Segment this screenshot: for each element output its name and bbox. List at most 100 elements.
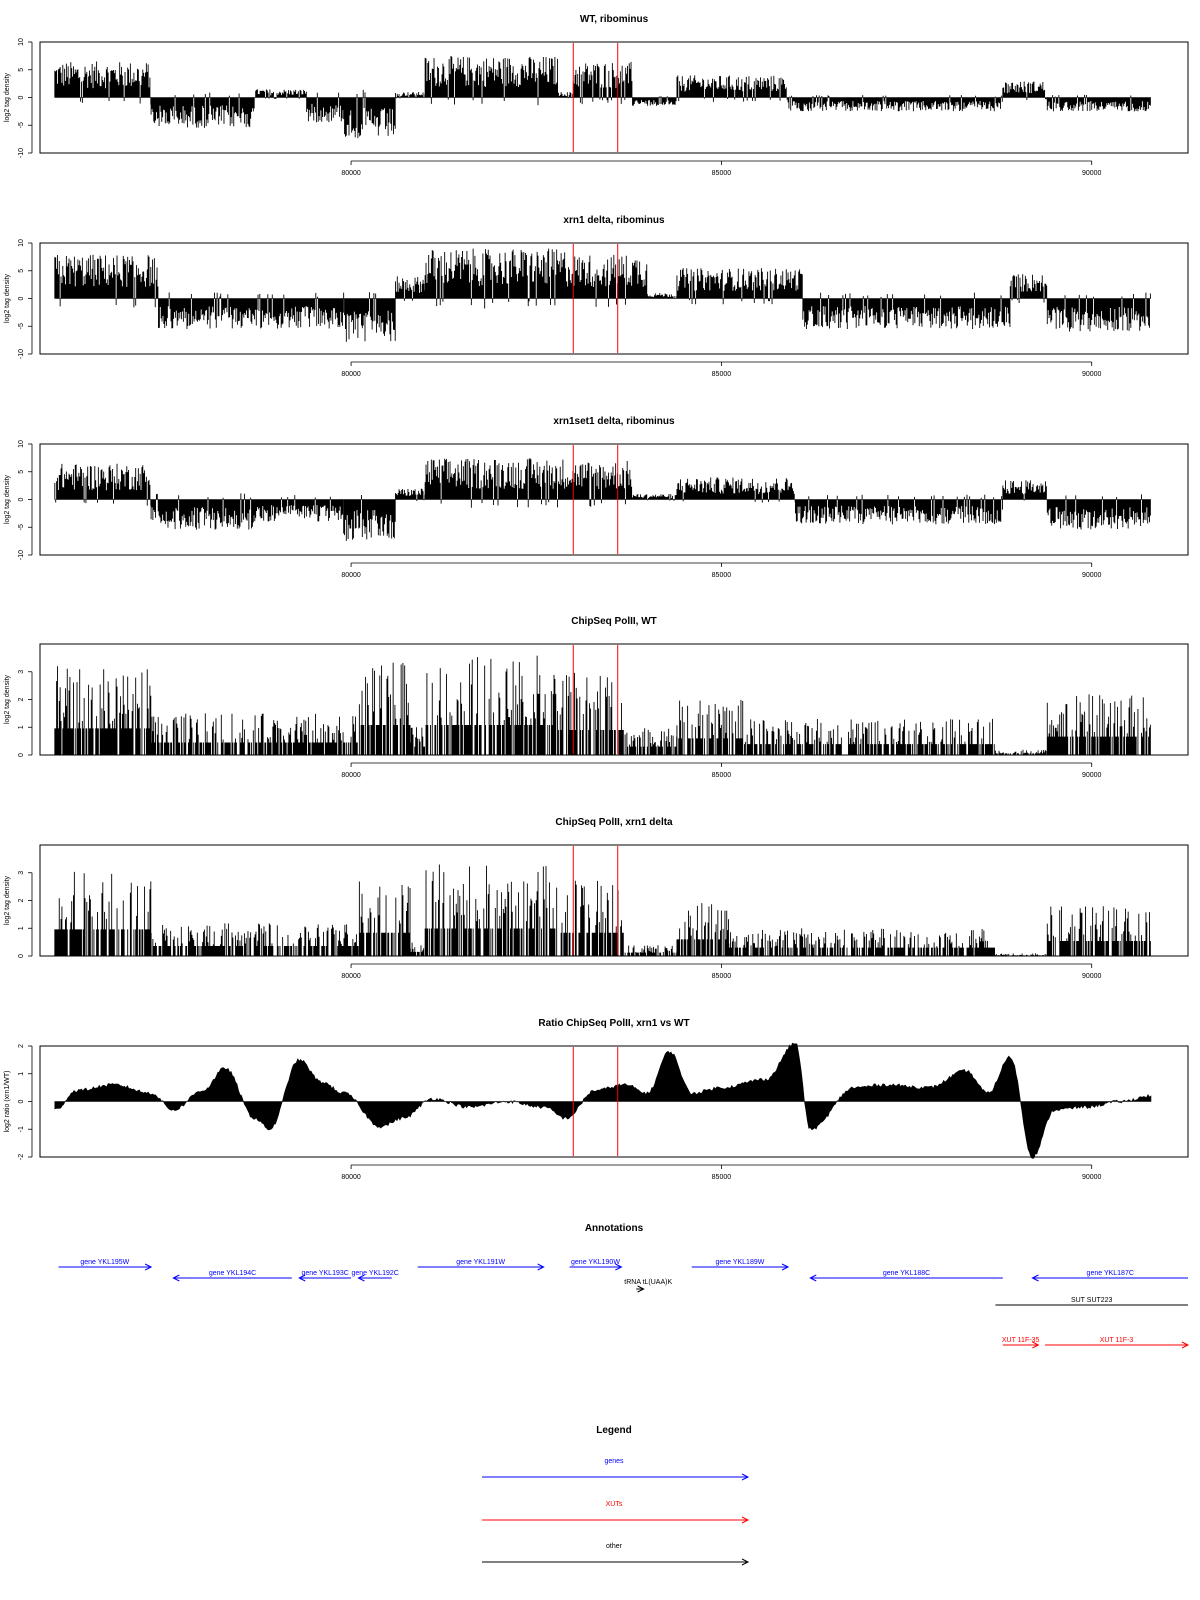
signal-segment — [395, 92, 426, 99]
y-axis-label: log2 tag density — [4, 875, 11, 925]
signal-segment — [150, 92, 255, 128]
x-tick-label: 80000 — [341, 1174, 361, 1181]
signal-bars — [994, 953, 1048, 956]
y-tick-label: 0 — [18, 1099, 25, 1103]
feature-label: gene YKL195W — [80, 1259, 129, 1266]
signal-bars — [802, 292, 1011, 330]
annotation-feature: gene YKL191W — [417, 1259, 545, 1271]
annotations-title: Annotations — [585, 1223, 644, 1234]
signal-segment — [744, 718, 995, 755]
x-tick-label: 80000 — [341, 772, 361, 779]
signal-bars — [306, 92, 344, 123]
y-tick-label: 10 — [18, 440, 25, 448]
signal-bars — [1046, 94, 1151, 112]
signal-bars — [343, 89, 396, 139]
annotation-feature: gene YKL194C — [172, 1270, 292, 1282]
signal-segment — [994, 953, 1048, 956]
signal-segment — [395, 488, 426, 501]
signal-bars — [558, 672, 624, 755]
arrow-head — [144, 1263, 153, 1271]
arrow-head — [809, 1274, 817, 1282]
x-tick-label: 85000 — [712, 1174, 732, 1181]
signal-bars — [358, 881, 411, 956]
annotation-feature: gene YKL193C — [298, 1270, 352, 1282]
y-tick-label: -2 — [18, 1154, 25, 1160]
signal-segment — [158, 292, 344, 330]
signal-segment — [150, 713, 358, 755]
signal-bars — [54, 871, 152, 956]
arrow-head — [357, 1274, 365, 1282]
arrow-head — [741, 1473, 750, 1481]
y-tick-label: 0 — [18, 497, 25, 501]
signal-segment — [54, 254, 159, 308]
signal-bars — [424, 248, 567, 309]
signal-segment — [424, 248, 567, 309]
feature-label: gene YKL187C — [1087, 1270, 1134, 1277]
signal-segment — [624, 945, 678, 956]
signal-bars — [787, 95, 1003, 112]
signal-segment — [254, 495, 344, 522]
signal-segment — [795, 494, 1003, 525]
track-title: Ratio ChipSeq PolII, xrn1 vs WT — [538, 1018, 689, 1029]
annotation-feature: SUT SUT223 — [995, 1297, 1188, 1306]
legend-items: genes XUTs other — [482, 1458, 750, 1566]
signal-bars — [1046, 292, 1151, 332]
y-tick-label: -5 — [18, 524, 25, 530]
y-tick-label: 5 — [18, 68, 25, 72]
signal-segment — [565, 254, 648, 307]
feature-label: SUT SUT223 — [1071, 1297, 1113, 1304]
annotation-features: gene YKL195W gene YKL194C gene YKL193C gene… — [58, 1259, 1190, 1349]
annotation-feature: gene YKL189W — [691, 1259, 790, 1271]
arrow-head — [615, 1263, 623, 1271]
signal-segment — [395, 276, 426, 301]
signal-bars — [54, 463, 152, 506]
signal-bars — [54, 61, 152, 105]
arrow-head — [1032, 1341, 1040, 1349]
annotation-feature: gene YKL188C — [809, 1270, 1003, 1282]
feature-label: gene YKL188C — [883, 1270, 930, 1277]
signal-bars — [676, 903, 729, 956]
feature-label: gene YKL194C — [209, 1270, 256, 1277]
signal-bars — [565, 254, 648, 307]
signal-segment — [54, 871, 152, 956]
y-tick-label: 5 — [18, 269, 25, 273]
x-tick-label: 85000 — [712, 170, 732, 177]
signal-segment — [1002, 480, 1047, 501]
x-tick-label: 90000 — [1082, 973, 1102, 980]
signal-bars — [424, 864, 558, 956]
signal-bars — [1002, 81, 1047, 100]
x-tick-label: 90000 — [1082, 170, 1102, 177]
signal-segment — [558, 672, 624, 755]
signal-bars — [1009, 274, 1048, 303]
arrow-head — [637, 1285, 645, 1293]
annotation-feature: gene YKL190W — [569, 1259, 623, 1271]
signal-bars — [409, 727, 425, 755]
x-tick-label: 90000 — [1082, 572, 1102, 579]
signal-bars — [358, 662, 411, 755]
y-tick-label: 2 — [18, 1044, 25, 1048]
legend-label: XUTs — [606, 1501, 623, 1508]
signal-bars — [1046, 494, 1151, 530]
y-tick-label: 0 — [18, 954, 25, 958]
arrow-head — [741, 1558, 750, 1566]
signal-bars — [624, 728, 678, 755]
plot-frame — [39, 1045, 1189, 1158]
legend-item: XUTs — [482, 1501, 750, 1524]
track-panel-4: ChipSeq PolII, WT 0 1 2 3 log2 tag density 800… — [4, 616, 1189, 779]
signal-bars — [424, 458, 567, 508]
annotation-feature: XUT 11F-3 — [1045, 1337, 1190, 1349]
track-title: WT, ribominus — [580, 14, 649, 25]
x-tick-label: 85000 — [712, 973, 732, 980]
y-tick-label: 10 — [18, 38, 25, 46]
signal-bars — [254, 89, 307, 99]
arrow-head — [1181, 1341, 1190, 1349]
legend-label: genes — [604, 1458, 624, 1465]
signal-bars — [343, 495, 396, 541]
y-tick-label: 1 — [18, 926, 25, 930]
y-tick-label: 1 — [18, 1072, 25, 1076]
y-tick-label: 10 — [18, 239, 25, 247]
arrow-head — [1031, 1274, 1039, 1282]
x-tick-label: 85000 — [712, 572, 732, 579]
track-title: xrn1set1 delta, ribominus — [553, 416, 675, 427]
y-axis-label: log2 tag density — [4, 474, 11, 524]
